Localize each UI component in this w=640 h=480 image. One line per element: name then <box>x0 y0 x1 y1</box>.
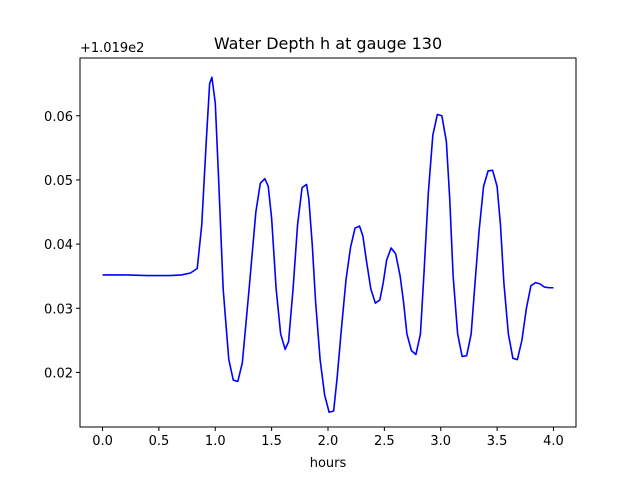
y-axis-offset-label: +1.019e2 <box>80 41 144 56</box>
x-tick-label: 1.5 <box>261 434 282 449</box>
x-axis-label: hours <box>310 456 347 471</box>
series-line <box>102 76 554 414</box>
x-tick-label: 3.0 <box>430 434 451 449</box>
x-tick-label: 4.0 <box>543 434 564 449</box>
y-tick-label: 0.03 <box>44 302 73 317</box>
x-tick-label: 3.5 <box>487 434 508 449</box>
x-tick-label: 2.0 <box>318 434 339 449</box>
plot-area: 0.0 0.5 1.0 1.5 2.0 2.5 3.0 3.5 4.0 0.02 0.03 0.04 0… <box>44 57 577 449</box>
y-tick-label: 0.02 <box>44 366 73 381</box>
x-tick-label: 0.5 <box>149 434 170 449</box>
y-tick-label: 0.04 <box>44 238 73 253</box>
x-tick-label: 1.0 <box>205 434 226 449</box>
chart-title: Water Depth h at gauge 130 <box>214 34 442 53</box>
x-tick-label: 0.0 <box>92 434 113 449</box>
y-tick-label: 0.06 <box>44 110 73 125</box>
y-tick-label: 0.05 <box>44 174 73 189</box>
x-tick-label: 2.5 <box>374 434 395 449</box>
